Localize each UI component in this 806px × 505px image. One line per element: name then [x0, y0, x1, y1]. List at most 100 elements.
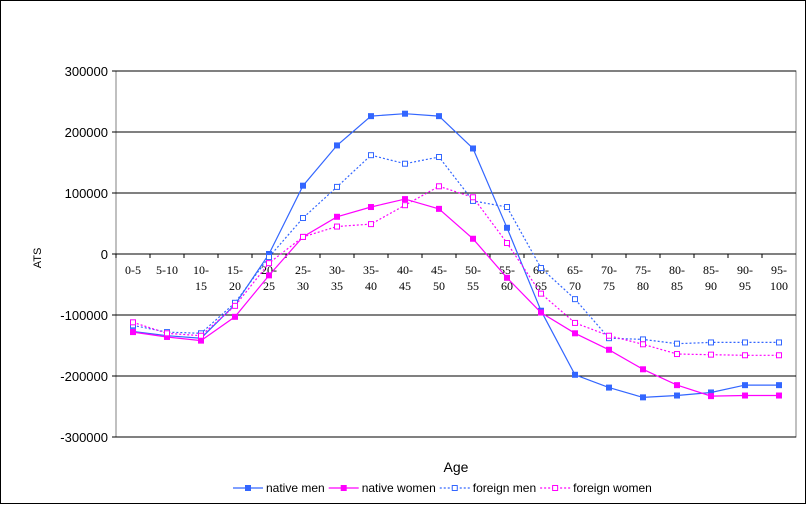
data-point: [130, 319, 136, 326]
legend: native men native women foreign men foreign…: [233, 481, 652, 495]
series-native-women: [130, 196, 782, 400]
data-point: [538, 309, 544, 316]
data-point: [470, 194, 476, 201]
data-point: [538, 265, 544, 272]
data-point: [436, 183, 442, 190]
data-point: [674, 351, 680, 358]
data-point: [130, 329, 136, 336]
x-tick-label: 45-50: [431, 263, 447, 293]
data-point: [572, 296, 578, 303]
data-point: [368, 221, 374, 228]
data-point: [266, 254, 272, 261]
data-point: [470, 235, 476, 242]
legend-item: native women: [328, 481, 436, 495]
data-point: [538, 290, 544, 297]
data-point: [776, 339, 782, 346]
data-point: [708, 339, 714, 346]
y-tick-label: 200000: [65, 125, 108, 140]
data-point: [232, 313, 238, 320]
data-point: [334, 223, 340, 230]
y-tick-label: -100000: [60, 308, 108, 323]
data-point: [606, 384, 612, 391]
data-point: [504, 224, 510, 231]
x-tick-label: 20-25: [261, 263, 277, 293]
legend-label: foreign men: [473, 481, 536, 495]
data-point: [300, 182, 306, 189]
data-point: [606, 346, 612, 353]
series-line: [132, 113, 779, 399]
x-axis-categories: 0-5 5-10 10-15 15-20 20-25 25-30 30-35 35-40 40-…: [115, 254, 788, 293]
series-line: [132, 198, 779, 397]
data-point: [742, 352, 748, 359]
data-point: [640, 394, 646, 401]
x-tick-label: 75-80: [635, 263, 651, 293]
data-point: [164, 330, 170, 337]
data-point: [198, 337, 204, 344]
data-point: [640, 336, 646, 343]
series-line: [132, 185, 779, 356]
legend-label: foreign women: [573, 481, 652, 495]
data-point: [776, 392, 782, 399]
legend-marker: [245, 485, 251, 491]
data-point: [402, 202, 408, 209]
legend-item: foreign men: [439, 481, 536, 495]
data-point: [708, 351, 714, 358]
data-point: [368, 113, 374, 120]
legend-label: native men: [266, 481, 325, 495]
data-point: [266, 260, 272, 267]
x-tick-label: 10-15: [193, 263, 209, 293]
data-point: [300, 215, 306, 222]
data-point: [708, 393, 714, 400]
data-point: [334, 213, 340, 220]
legend-label: native women: [362, 481, 436, 495]
series-line: [132, 154, 779, 345]
data-point: [504, 274, 510, 281]
x-tick-label: 15-20: [227, 263, 243, 293]
x-tick-label: 70-75: [601, 263, 617, 293]
data-point: [742, 392, 748, 399]
data-point: [470, 145, 476, 152]
data-point: [742, 382, 748, 389]
data-point: [368, 204, 374, 211]
gridlines: [116, 70, 796, 438]
data-point: [368, 152, 374, 159]
x-tick-label: 35-40: [363, 263, 379, 293]
data-point: [232, 302, 238, 309]
data-point: [674, 392, 680, 399]
data-point: [640, 366, 646, 373]
data-point: [606, 332, 612, 339]
y-tick-label: 0: [101, 247, 108, 262]
legend-marker: [552, 485, 559, 491]
data-point: [742, 339, 748, 346]
y-tick-label: 100000: [65, 186, 108, 201]
data-point: [402, 196, 408, 203]
data-point: [436, 154, 442, 161]
x-tick-label: 0-5: [125, 263, 141, 277]
y-axis-label: ATS: [32, 248, 44, 269]
data-point: [436, 113, 442, 120]
y-tick-label: -300000: [60, 430, 108, 445]
data-point: [674, 382, 680, 389]
x-tick-label: 65-70: [567, 263, 583, 293]
x-tick-label: 85-90: [703, 263, 719, 293]
data-point: [198, 332, 204, 339]
data-point: [776, 352, 782, 359]
data-point: [402, 160, 408, 167]
x-tick-label: 80-85: [669, 263, 685, 293]
x-tick-label: 50-55: [465, 263, 481, 293]
data-point: [334, 142, 340, 149]
y-axis-ticks: 300000 200000 100000 0 -100000 -200000 -300000: [60, 64, 116, 445]
x-tick-label: 95-100: [770, 263, 788, 293]
data-point: [334, 183, 340, 190]
data-point: [436, 205, 442, 212]
legend-marker: [451, 485, 458, 491]
data-point: [300, 233, 306, 240]
series-foreign-women: [130, 183, 782, 359]
series-lines: [130, 110, 782, 401]
x-tick-label: 30-35: [329, 263, 345, 293]
legend-item: foreign women: [540, 481, 652, 495]
data-point: [674, 340, 680, 347]
x-axis-label: Age: [444, 459, 469, 475]
